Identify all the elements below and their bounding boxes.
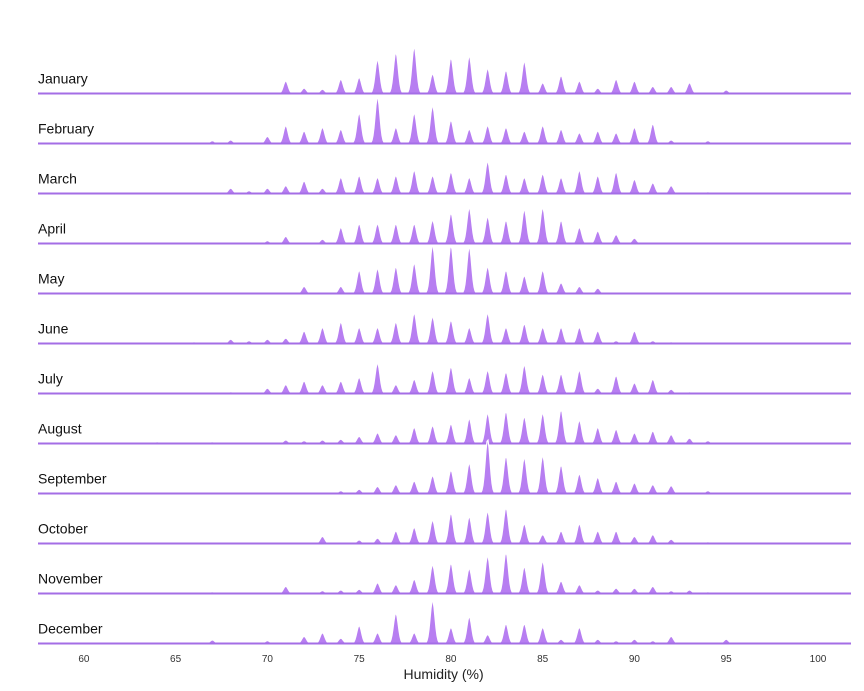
ridge-area-march [38,160,851,195]
ridge-february: February [38,96,851,145]
ridge-label-february: February [38,121,94,137]
ridge-area-december [38,600,851,645]
ridge-may: May [38,244,851,295]
ridge-label-september: September [38,471,107,487]
ridge-label-december: December [38,621,103,637]
ridge-area-june [38,311,851,345]
x-tick-label: 65 [170,654,182,665]
x-tick-label: 90 [629,654,641,665]
ridge-november: November [38,549,851,595]
ridge-april: April [38,206,851,245]
x-tick-label: 60 [78,654,90,665]
ridge-label-april: April [38,221,66,237]
ridge-label-may: May [38,271,64,287]
ridge-label-june: June [38,321,69,337]
ridges-group: January February March April May June July Augu… [38,44,851,645]
ridge-july: July [38,362,851,395]
ridge-area-november [38,549,851,595]
ridge-october: October [38,505,851,545]
ridge-december: December [38,600,851,645]
x-tick-label: 95 [721,654,733,665]
x-tick-label: 85 [537,654,549,665]
ridge-june: June [38,311,851,345]
ridge-label-august: August [38,421,82,437]
ridge-label-october: October [38,521,88,537]
x-tick-label: 70 [262,654,274,665]
ridge-august: August [38,407,851,445]
x-tick-label: 80 [445,654,457,665]
ridge-label-january: January [38,71,88,87]
ridge-label-july: July [38,371,63,387]
ridge-march: March [38,160,851,195]
ridge-label-march: March [38,171,77,187]
ridge-area-august [38,407,851,445]
ridge-label-november: November [38,571,103,587]
ridge-september: September [38,438,851,495]
ridge-area-july [38,362,851,395]
ridge-area-october [38,505,851,545]
ridge-january: January [38,44,851,95]
ridge-area-may [38,244,851,295]
x-axis-title: Humidity (%) [404,666,484,682]
ridge-area-february [38,96,851,145]
ridge-area-april [38,206,851,245]
ridge-area-september [38,438,851,495]
x-axis: 60 65 70 75 80 85 90 95 100 [78,654,826,665]
x-tick-label: 100 [810,654,827,665]
x-tick-label: 75 [354,654,366,665]
ridge-area-january [38,44,851,95]
